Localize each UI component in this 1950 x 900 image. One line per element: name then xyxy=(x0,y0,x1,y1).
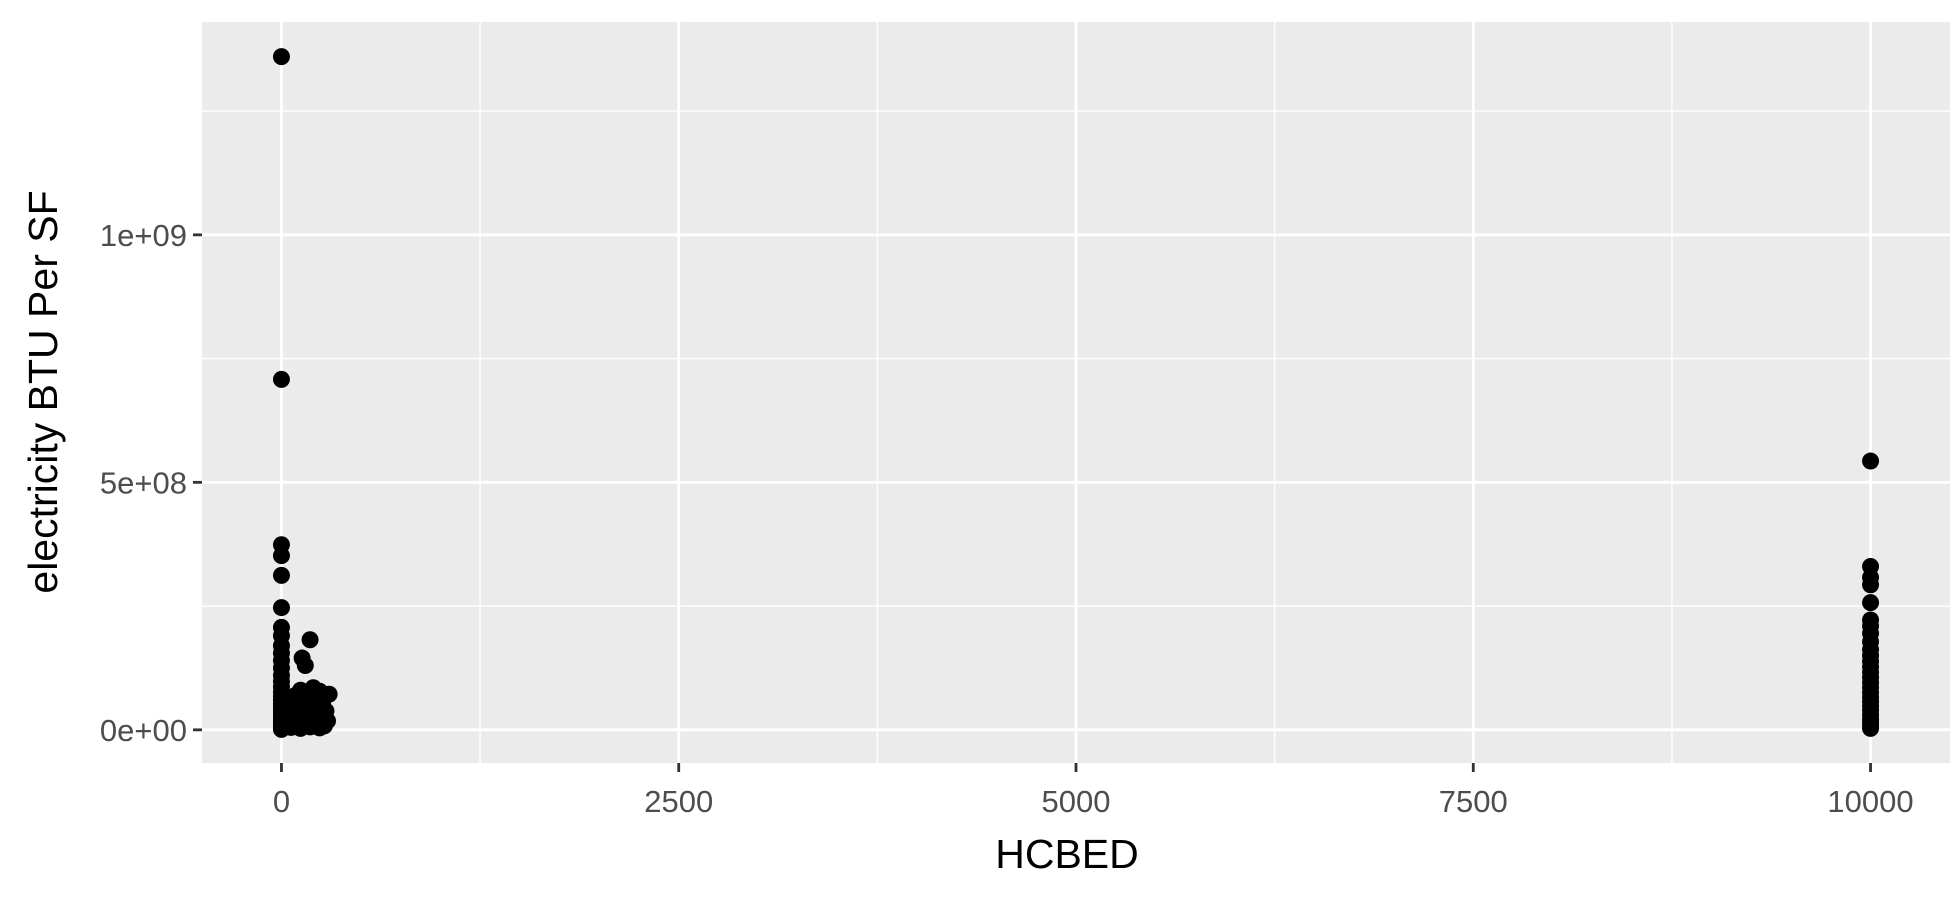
data-point xyxy=(296,690,314,708)
data-point xyxy=(272,599,290,617)
data-point xyxy=(315,717,333,735)
data-point xyxy=(1862,719,1880,737)
major-gridlines xyxy=(202,22,1950,763)
data-point xyxy=(320,685,338,703)
data-point xyxy=(272,547,290,565)
x-tick-label: 0 xyxy=(273,784,290,819)
data-point xyxy=(272,48,290,66)
data-point xyxy=(272,566,290,584)
data-point xyxy=(287,710,305,728)
data-point xyxy=(1862,576,1880,594)
data-point xyxy=(272,370,290,388)
y-axis-title: electricity BTU Per SF xyxy=(20,190,66,593)
y-axis: 0e+00 5e+08 1e+09 xyxy=(100,218,202,748)
data-point xyxy=(1862,452,1880,470)
x-tick-label: 10000 xyxy=(1827,784,1913,819)
data-point xyxy=(306,705,324,723)
x-tick-label: 2500 xyxy=(644,784,713,819)
data-point xyxy=(301,631,319,649)
x-axis: 0 2500 5000 7500 10000 xyxy=(273,763,1914,819)
x-axis-title: HCBED xyxy=(995,831,1139,877)
x-tick-label: 5000 xyxy=(1042,784,1111,819)
data-points xyxy=(272,48,1880,738)
x-tick-label: 7500 xyxy=(1439,784,1508,819)
data-point xyxy=(296,656,314,674)
y-tick-label: 1e+09 xyxy=(100,218,187,253)
data-point xyxy=(1862,594,1880,612)
y-tick-label: 0e+00 xyxy=(100,713,187,748)
y-tick-label: 5e+08 xyxy=(100,465,187,500)
